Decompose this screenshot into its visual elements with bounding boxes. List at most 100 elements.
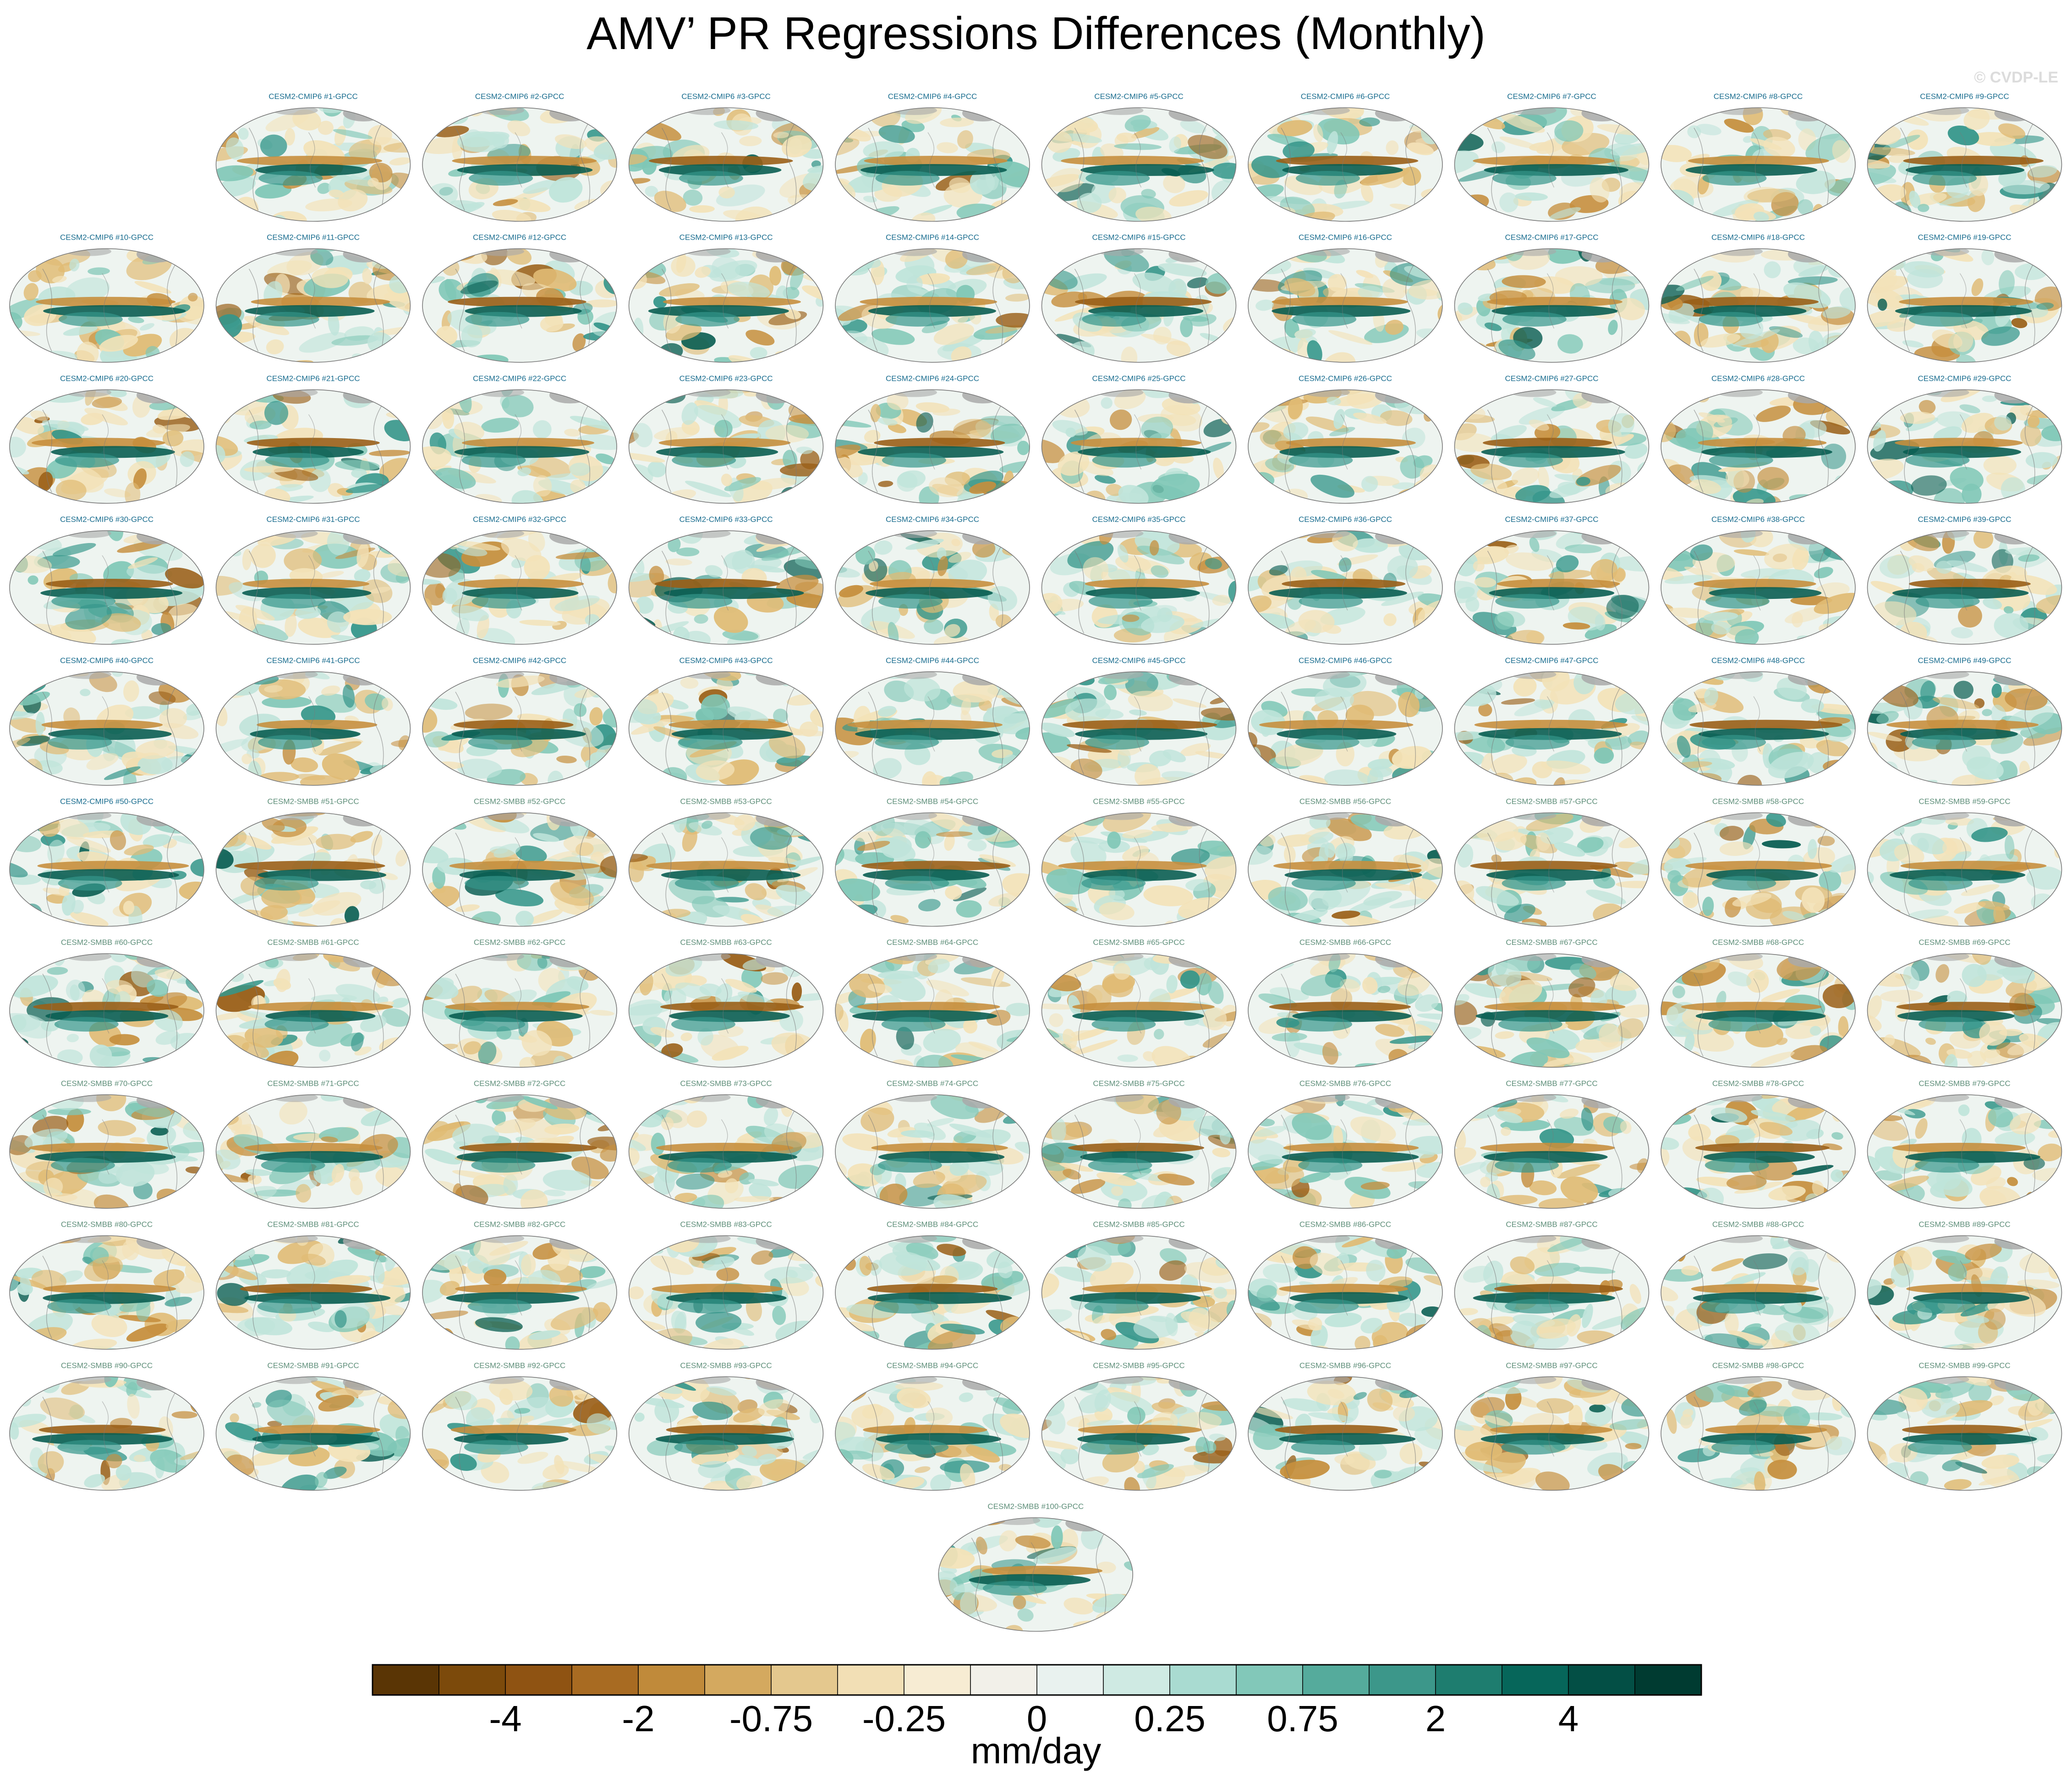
panel-title: CESM2-SMBB #52-GPCC: [474, 797, 565, 806]
figure-title: AMV’ PR Regressions Differences (Monthly…: [587, 8, 1485, 59]
panel-title: CESM2-SMBB #61-GPCC: [267, 938, 359, 947]
panel-title: CESM2-CMIP6 #26-GPCC: [1299, 374, 1392, 383]
colorbar-tick-label: 0.25: [1134, 1698, 1206, 1739]
panel-title: CESM2-SMBB #74-GPCC: [887, 1079, 978, 1088]
panel-title: CESM2-SMBB #53-GPCC: [680, 797, 772, 806]
panel-title: CESM2-SMBB #70-GPCC: [61, 1079, 153, 1088]
panel-title: CESM2-SMBB #92-GPCC: [474, 1361, 565, 1370]
colorbar-swatch: [439, 1664, 506, 1695]
panel-title: CESM2-CMIP6 #44-GPCC: [886, 656, 979, 665]
colorbar-swatch: [837, 1664, 904, 1695]
panel-title: CESM2-CMIP6 #35-GPCC: [1092, 515, 1185, 524]
panel-title: CESM2-CMIP6 #42-GPCC: [473, 656, 566, 665]
colorbar-tick-label: 0.75: [1267, 1698, 1338, 1739]
panel-title: CESM2-CMIP6 #12-GPCC: [473, 233, 566, 242]
panel-title: CESM2-CMIP6 #36-GPCC: [1299, 515, 1392, 524]
panel-title: CESM2-CMIP6 #15-GPCC: [1092, 233, 1185, 242]
panel-title: CESM2-CMIP6 #22-GPCC: [473, 374, 566, 383]
panel-title: CESM2-CMIP6 #10-GPCC: [60, 233, 153, 242]
panel-map: CESM2-SMBB #93-GPCC: [628, 1361, 824, 1491]
panel-title: CESM2-CMIP6 #48-GPCC: [1711, 656, 1805, 665]
colorbar-swatch: [1236, 1664, 1303, 1695]
panel-title: CESM2-CMIP6 #7-GPCC: [1507, 92, 1596, 101]
panel-map: CESM2-CMIP6 #50-GPCC: [9, 797, 204, 927]
panel-title: CESM2-CMIP6 #50-GPCC: [60, 797, 153, 806]
panel-title: CESM2-CMIP6 #49-GPCC: [1918, 656, 2011, 665]
panel-title: CESM2-CMIP6 #40-GPCC: [60, 656, 153, 665]
panel-title: CESM2-SMBB #54-GPCC: [887, 797, 978, 806]
panel-title: CESM2-SMBB #78-GPCC: [1712, 1079, 1804, 1088]
panel-title: CESM2-SMBB #83-GPCC: [680, 1220, 772, 1229]
panel-title: CESM2-SMBB #68-GPCC: [1712, 938, 1804, 947]
panel-title: CESM2-CMIP6 #17-GPCC: [1505, 233, 1598, 242]
panel-map: CESM2-CMIP6 #45-GPCC: [1041, 656, 1237, 786]
panel-title: CESM2-SMBB #97-GPCC: [1506, 1361, 1597, 1370]
panel-map: CESM2-SMBB #55-GPCC: [1041, 797, 1237, 927]
panel-title: CESM2-CMIP6 #29-GPCC: [1918, 374, 2011, 383]
panel-title: CESM2-SMBB #85-GPCC: [1093, 1220, 1184, 1229]
panel-title: CESM2-SMBB #72-GPCC: [474, 1079, 565, 1088]
panel-title: CESM2-SMBB #51-GPCC: [267, 797, 359, 806]
panel-map: CESM2-SMBB #82-GPCC: [422, 1220, 617, 1350]
panel-map: CESM2-SMBB #66-GPCC: [1248, 938, 1443, 1068]
panel-map: CESM2-SMBB #85-GPCC: [1041, 1220, 1237, 1350]
panel-title: CESM2-CMIP6 #41-GPCC: [266, 656, 360, 665]
colorbar-swatch: [1302, 1664, 1370, 1695]
panel-map: CESM2-SMBB #100-GPCC: [938, 1502, 1134, 1632]
panel-title: CESM2-CMIP6 #43-GPCC: [679, 656, 773, 665]
colorbar-swatch: [1634, 1664, 1702, 1695]
panel-title: CESM2-SMBB #90-GPCC: [61, 1361, 153, 1370]
panel-map: CESM2-SMBB #67-GPCC: [1454, 938, 1650, 1068]
panel-title: CESM2-CMIP6 #24-GPCC: [886, 374, 979, 383]
panel-map: CESM2-CMIP6 #1-GPCC: [215, 92, 411, 222]
panel-title: CESM2-SMBB #76-GPCC: [1299, 1079, 1391, 1088]
panel-title: CESM2-CMIP6 #18-GPCC: [1711, 233, 1805, 242]
panel-map: CESM2-SMBB #64-GPCC: [835, 938, 1030, 1068]
panel-title: CESM2-CMIP6 #31-GPCC: [266, 515, 360, 524]
panel-title: CESM2-CMIP6 #19-GPCC: [1918, 233, 2011, 242]
panel-title: CESM2-SMBB #82-GPCC: [474, 1220, 565, 1229]
panel-title: CESM2-SMBB #95-GPCC: [1093, 1361, 1184, 1370]
panel-title: CESM2-CMIP6 #3-GPCC: [681, 92, 771, 101]
panel-map: CESM2-SMBB #60-GPCC: [9, 938, 204, 1068]
panel-title: CESM2-CMIP6 #1-GPCC: [269, 92, 358, 101]
panel-title: CESM2-SMBB #62-GPCC: [474, 938, 565, 947]
panel-title: CESM2-SMBB #56-GPCC: [1299, 797, 1391, 806]
colorbar-swatch: [904, 1664, 971, 1695]
panel-map: CESM2-SMBB #73-GPCC: [628, 1079, 824, 1209]
panel-title: CESM2-CMIP6 #20-GPCC: [60, 374, 153, 383]
panel-map: CESM2-CMIP6 #27-GPCC: [1454, 374, 1650, 504]
colorbar-swatch: [1369, 1664, 1436, 1695]
panel-title: CESM2-SMBB #100-GPCC: [987, 1502, 1084, 1511]
panel-map: CESM2-CMIP6 #20-GPCC: [9, 374, 204, 504]
panel-title: CESM2-SMBB #80-GPCC: [61, 1220, 153, 1229]
panel-title: CESM2-CMIP6 #6-GPCC: [1301, 92, 1390, 101]
panel-map: CESM2-SMBB #56-GPCC: [1248, 797, 1443, 927]
panel-title: CESM2-SMBB #77-GPCC: [1506, 1079, 1597, 1088]
panel-map: CESM2-SMBB #71-GPCC: [215, 1079, 411, 1209]
panel-map: CESM2-CMIP6 #41-GPCC: [215, 656, 411, 786]
panel-title: CESM2-SMBB #58-GPCC: [1712, 797, 1804, 806]
panel-title: CESM2-CMIP6 #30-GPCC: [60, 515, 153, 524]
panel-map: CESM2-CMIP6 #37-GPCC: [1454, 515, 1650, 645]
colorbar-swatch: [505, 1664, 572, 1695]
colorbar-swatch: [1568, 1664, 1635, 1695]
panel-title: CESM2-CMIP6 #14-GPCC: [886, 233, 979, 242]
panel-map: CESM2-SMBB #70-GPCC: [9, 1079, 204, 1209]
panel-title: CESM2-SMBB #86-GPCC: [1299, 1220, 1391, 1229]
panel-title: CESM2-CMIP6 #23-GPCC: [679, 374, 773, 383]
watermark-text: © CVDP-LE: [1974, 69, 2058, 86]
panel-title: CESM2-SMBB #69-GPCC: [1919, 938, 2010, 947]
panel-title: CESM2-SMBB #79-GPCC: [1919, 1079, 2010, 1088]
panel-map: CESM2-SMBB #59-GPCC: [1867, 797, 2062, 927]
panel-title: CESM2-CMIP6 #46-GPCC: [1299, 656, 1392, 665]
panel-title: CESM2-CMIP6 #11-GPCC: [267, 233, 360, 242]
panel-title: CESM2-CMIP6 #45-GPCC: [1092, 656, 1185, 665]
panel-title: CESM2-SMBB #65-GPCC: [1093, 938, 1184, 947]
panel-map: CESM2-SMBB #87-GPCC: [1454, 1220, 1650, 1350]
panel-title: CESM2-CMIP6 #4-GPCC: [888, 92, 977, 101]
colorbar-tick-label: 4: [1558, 1698, 1579, 1739]
colorbar-tick-label: -0.25: [862, 1698, 946, 1739]
